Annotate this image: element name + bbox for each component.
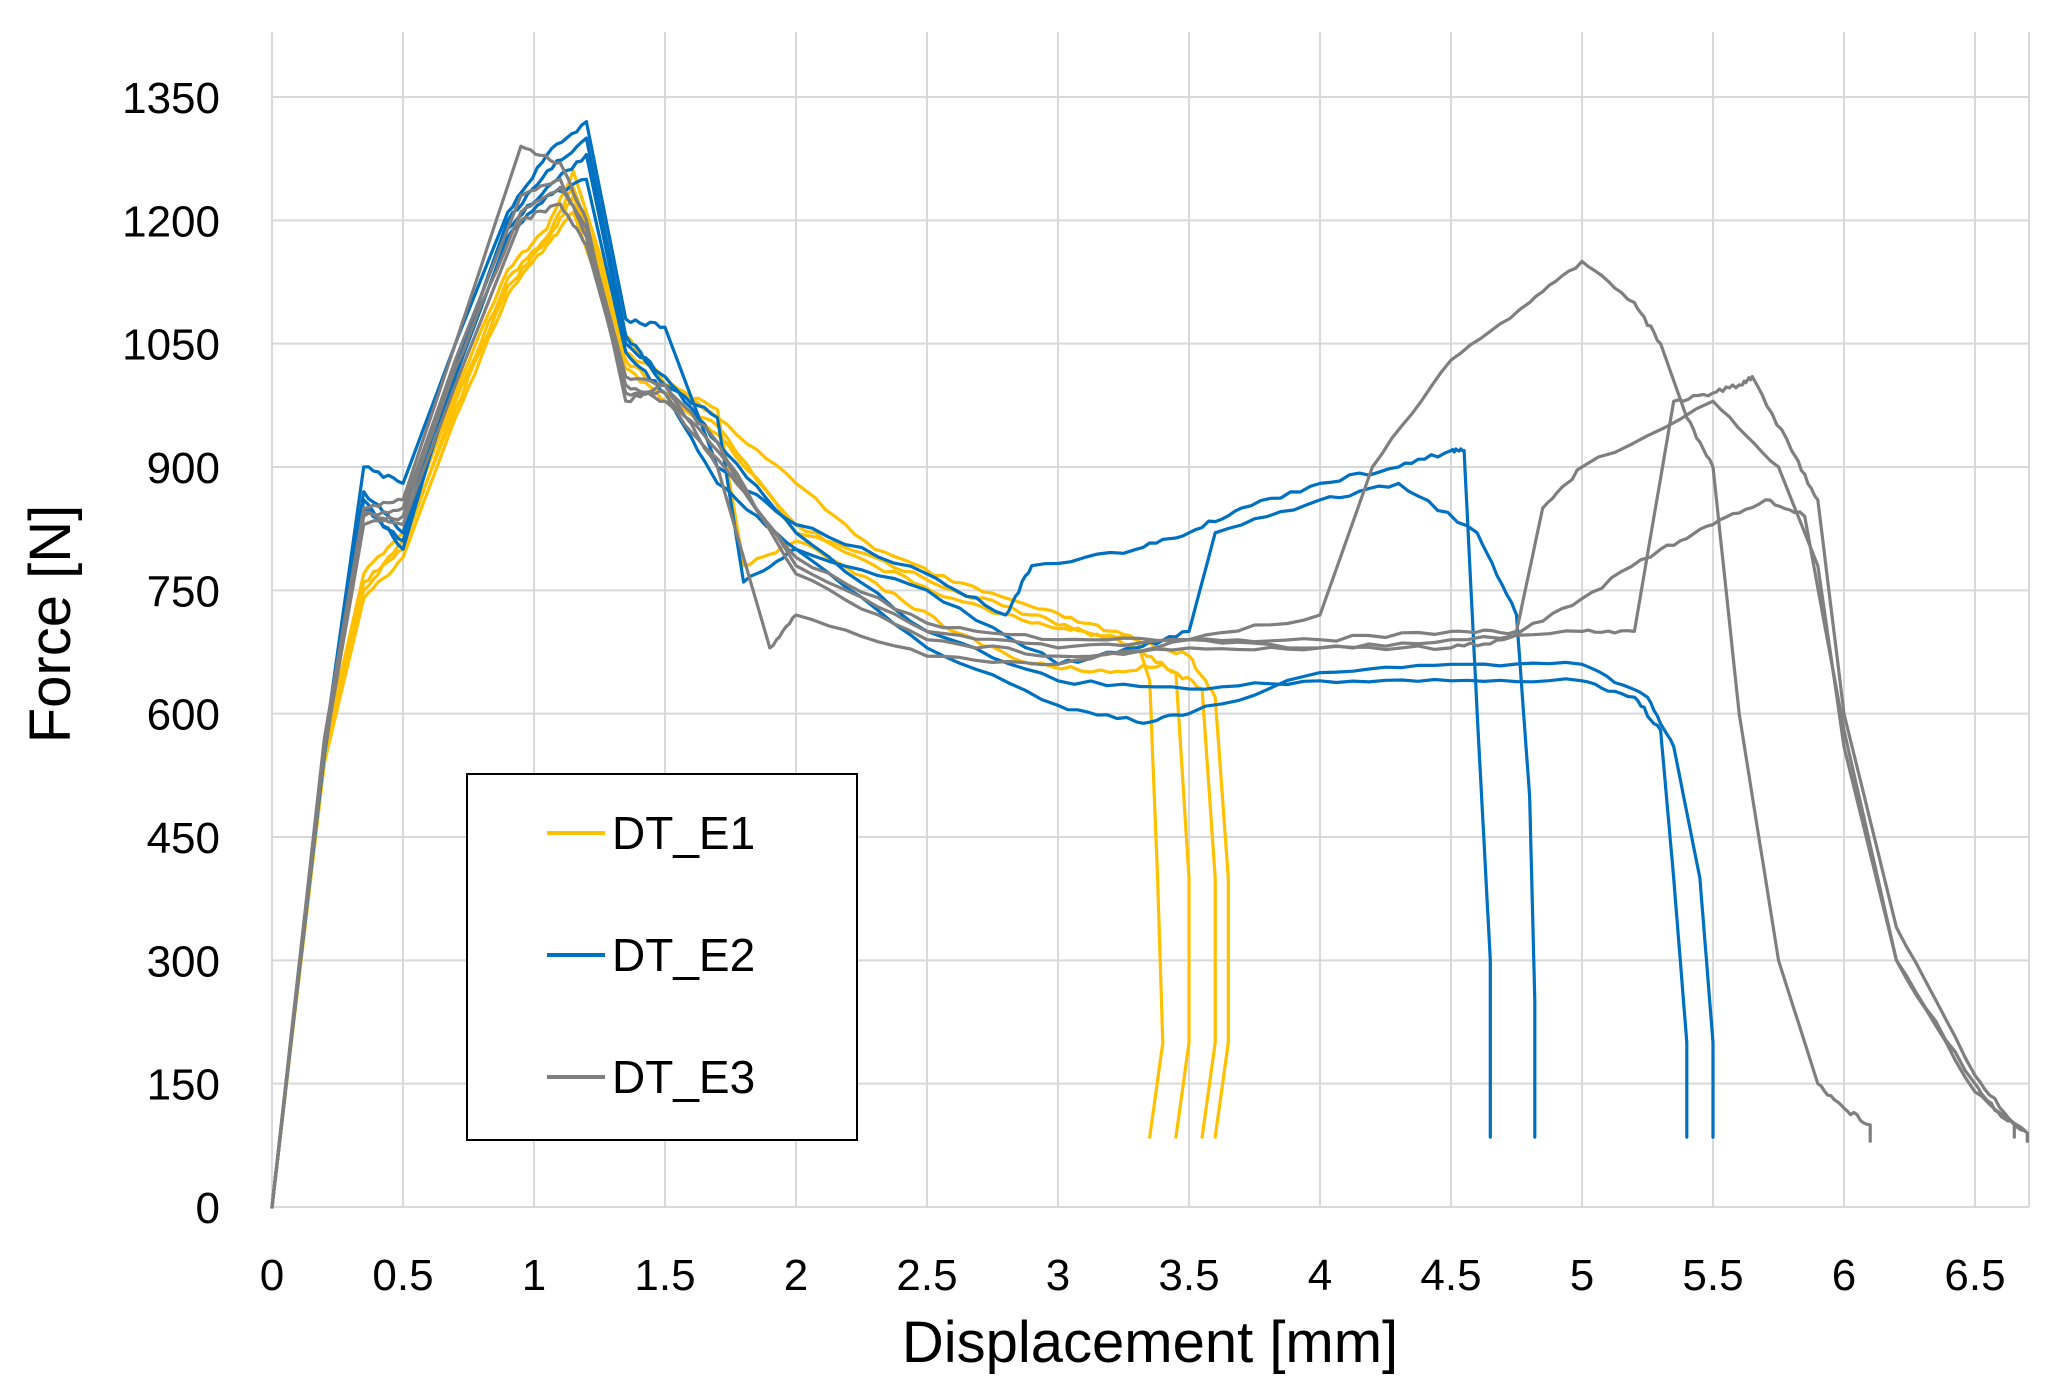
x-tick-label: 3.5 [1158, 1251, 1219, 1300]
curve-dt-e3-4 [270, 202, 2029, 1209]
y-tick-label: 1350 [122, 74, 220, 123]
y-tick-label: 150 [147, 1061, 220, 1110]
y-tick-label: 1200 [122, 197, 220, 246]
legend-box [466, 773, 858, 1141]
y-tick-labels: 0 150 300 450 600 750 900 1050 1200 1350 [122, 74, 220, 1233]
y-tick-label: 600 [147, 691, 220, 740]
y-tick-label: 300 [147, 937, 220, 986]
x-tick-label: 5.5 [1682, 1251, 1743, 1300]
x-tick-label: 6.5 [1944, 1251, 2005, 1300]
series-dt-e3 [270, 144, 2029, 1209]
y-tick-label: 0 [196, 1184, 220, 1233]
x-tick-label: 6 [1832, 1251, 1856, 1300]
curve-dt-e3-3 [270, 185, 2016, 1209]
y-tick-label: 450 [147, 814, 220, 863]
x-tick-labels: 0 0.5 1 1.5 2 2.5 3 3.5 4 4.5 5 5.5 6 6.5 [260, 1251, 2006, 1300]
legend: DT_E1 DT_E2 DT_E3 [466, 773, 858, 1141]
x-tick-label: 0 [260, 1251, 284, 1300]
y-tick-label: 900 [147, 444, 220, 493]
x-tick-label: 2.5 [896, 1251, 957, 1300]
x-tick-label: 2 [784, 1251, 808, 1300]
x-tick-label: 3 [1046, 1251, 1070, 1300]
y-axis-title: Force [N] [18, 505, 83, 744]
y-tick-label: 750 [147, 567, 220, 616]
curve-dt-e1-3 [270, 169, 1217, 1209]
x-tick-label: 1.5 [634, 1251, 695, 1300]
legend-label-dt-e3: DT_E3 [612, 1051, 755, 1103]
curve-dt-e1-4 [270, 194, 1230, 1209]
legend-label-dt-e1: DT_E1 [612, 807, 755, 859]
x-tick-label: 1 [522, 1251, 546, 1300]
x-tick-label: 0.5 [372, 1251, 433, 1300]
x-tick-label: 4 [1308, 1251, 1332, 1300]
y-tick-label: 1050 [122, 321, 220, 370]
x-tick-label: 4.5 [1420, 1251, 1481, 1300]
plot-series [270, 120, 2029, 1209]
legend-label-dt-e2: DT_E2 [612, 929, 755, 981]
x-axis-title: Displacement [mm] [902, 1310, 1398, 1375]
x-tick-label: 5 [1570, 1251, 1594, 1300]
